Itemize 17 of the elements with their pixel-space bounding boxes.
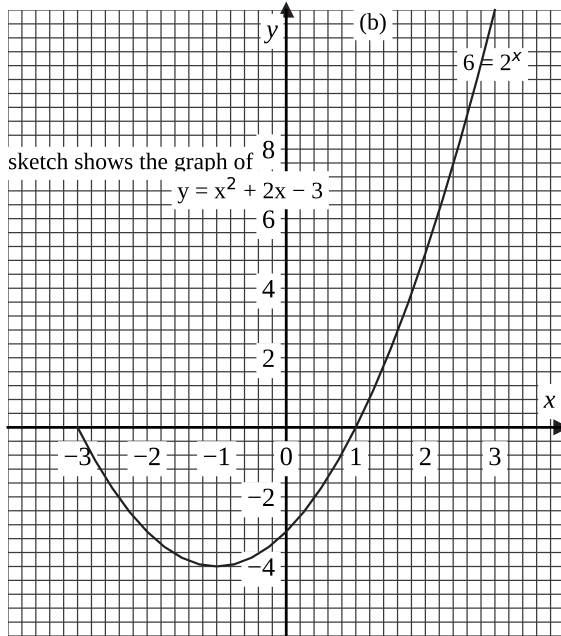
x-axis-title: x <box>543 396 556 408</box>
x-tick-label: 2 <box>420 448 430 466</box>
y-axis-title: y <box>264 26 278 44</box>
x-tick-label: 0 <box>280 448 292 466</box>
x-tick-label: 1 <box>352 448 361 466</box>
y-tick-label: −4 <box>248 558 275 576</box>
x-tick-label: −3 <box>64 448 91 466</box>
annotation: (b) <box>360 13 386 35</box>
y-tick-label: −2 <box>248 488 274 506</box>
x-tick-label: −1 <box>204 448 230 466</box>
x-tick-label: −2 <box>134 448 160 466</box>
y-tick-label: 2 <box>263 349 274 367</box>
y-tick-label: 4 <box>262 280 275 298</box>
y-tick-label: 8 <box>262 140 274 159</box>
annotation: y = x$^{2}$ + 2x − 3 <box>178 176 322 204</box>
x-tick-label: 3 <box>490 448 500 466</box>
y-tick-label: 6 <box>263 210 274 228</box>
